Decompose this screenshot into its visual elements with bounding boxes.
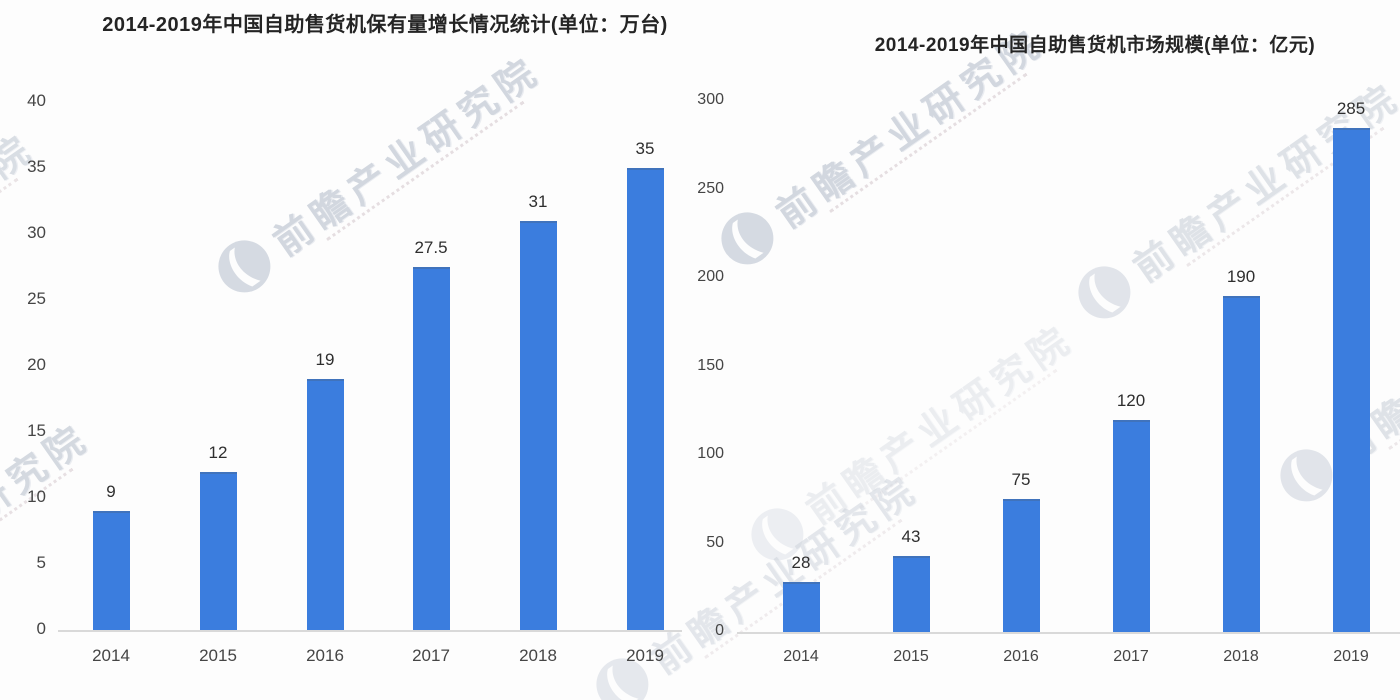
y-tick-label: 300 bbox=[697, 91, 724, 109]
bar-2017 bbox=[1112, 420, 1150, 632]
bar-2014 bbox=[92, 511, 130, 630]
bar-value-label: 9 bbox=[106, 482, 116, 501]
bar-2018 bbox=[519, 221, 557, 630]
bar-value-label: 19 bbox=[315, 350, 335, 369]
market-size-chart-title: 2014-2019年中国自助售货机市场规模(单位：亿元) bbox=[874, 35, 1316, 56]
y-tick-label: 35 bbox=[27, 157, 46, 177]
bar-value-label: 28 bbox=[791, 553, 811, 572]
y-tick-label: 15 bbox=[27, 421, 46, 441]
y-tick-label: 150 bbox=[697, 356, 724, 374]
bar-value-label: 75 bbox=[1011, 470, 1031, 489]
bar-value-label: 190 bbox=[1226, 267, 1256, 286]
y-tick-label: 10 bbox=[27, 487, 46, 507]
x-axis-label: 2017 bbox=[1113, 648, 1149, 665]
bar-value-label: 31 bbox=[528, 192, 548, 211]
bar-2018 bbox=[1222, 296, 1260, 632]
bar-2016 bbox=[306, 379, 344, 630]
x-axis-line bbox=[737, 632, 1400, 634]
bar-2016 bbox=[1002, 499, 1040, 632]
x-axis-label: 2018 bbox=[519, 646, 557, 665]
x-axis-line bbox=[58, 630, 682, 632]
bar-value-label: 35 bbox=[635, 139, 655, 158]
x-axis-label: 2019 bbox=[1333, 648, 1369, 665]
x-axis-label: 2015 bbox=[893, 648, 929, 665]
y-tick-label: 0 bbox=[715, 622, 724, 640]
y-tick-label: 0 bbox=[36, 619, 46, 639]
bar-2015 bbox=[892, 556, 930, 632]
x-axis-label: 2017 bbox=[412, 646, 450, 665]
y-tick-label: 20 bbox=[27, 355, 46, 375]
bar-value-label: 27.5 bbox=[414, 238, 448, 257]
x-axis-label: 2014 bbox=[783, 648, 819, 665]
y-tick-label: 30 bbox=[27, 223, 46, 243]
bar-2015 bbox=[199, 472, 237, 630]
holdings-chart-title: 2014-2019年中国自助售货机保有量增长情况统计(单位：万台) bbox=[102, 14, 668, 36]
bar-2019 bbox=[626, 168, 664, 630]
bar-2019 bbox=[1332, 128, 1370, 632]
y-tick-label: 25 bbox=[27, 289, 46, 309]
x-axis-label: 2014 bbox=[92, 646, 130, 665]
bar-value-label: 43 bbox=[901, 527, 921, 546]
x-axis-label: 2015 bbox=[199, 646, 237, 665]
bar-2014 bbox=[782, 582, 820, 632]
x-axis-label: 2016 bbox=[306, 646, 344, 665]
bar-value-label: 120 bbox=[1116, 391, 1146, 410]
y-tick-label: 200 bbox=[697, 268, 724, 286]
bar-value-label: 12 bbox=[208, 443, 228, 462]
y-tick-label: 5 bbox=[36, 553, 46, 573]
bar-2017 bbox=[412, 267, 450, 630]
y-tick-label: 50 bbox=[706, 533, 724, 551]
x-axis-label: 2018 bbox=[1223, 648, 1259, 665]
y-tick-label: 250 bbox=[697, 179, 724, 197]
y-tick-label: 100 bbox=[697, 445, 724, 463]
y-tick-label: 40 bbox=[27, 91, 46, 111]
x-axis-label: 2016 bbox=[1003, 648, 1039, 665]
bar-value-label: 285 bbox=[1336, 99, 1366, 118]
